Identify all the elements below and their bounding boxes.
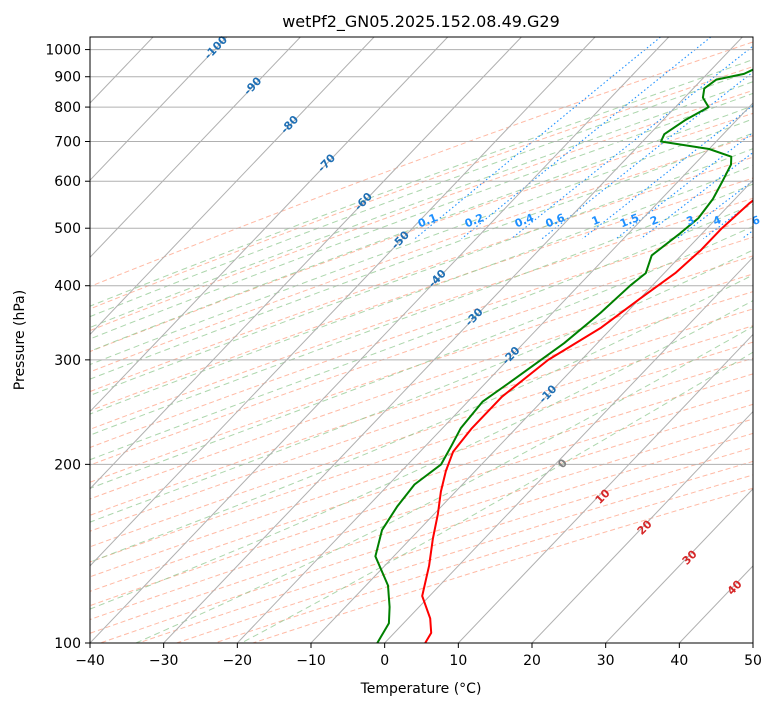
dry-adiabat (90, 325, 753, 548)
mixing-ratio-label: 0.6 (544, 211, 567, 230)
isotherm-line (90, 37, 301, 259)
y-tick-label: 800 (54, 100, 81, 116)
series-layer (374, 68, 753, 643)
isotherm-line (0, 37, 6, 643)
dry-adiabat (90, 41, 753, 288)
moist-adiabat (90, 300, 753, 610)
isotherm-line (90, 37, 228, 181)
isotherm-line (605, 488, 753, 643)
dry-adiabat (90, 373, 753, 592)
moist-adiabat (90, 69, 753, 318)
x-tick-label: 20 (523, 653, 541, 669)
x-tick-label: 30 (597, 653, 615, 669)
y-axis-label: Pressure (hPa) (12, 290, 28, 390)
series-line-2 (374, 68, 753, 643)
dry-adiabat (90, 403, 753, 621)
isotherm-line (310, 179, 753, 643)
mixing-ratio-label: 4 (711, 213, 723, 228)
isotherm-line (90, 37, 449, 413)
x-tick-label: −40 (75, 653, 105, 669)
dry-adiabat (90, 89, 753, 332)
x-tick-label: −20 (223, 653, 253, 669)
x-tick-label: −10 (296, 653, 326, 669)
isotherm-line (531, 410, 753, 643)
isotherm-line (90, 37, 522, 490)
background-lines (90, 37, 775, 643)
dry-adiabat (90, 135, 753, 373)
moist-adiabat (90, 92, 753, 340)
grid (0, 37, 753, 643)
y-tick-label: 600 (54, 174, 81, 190)
isotherm-line (384, 256, 753, 643)
mixing-ratio-line (582, 104, 753, 240)
mixing-ratio-line (640, 151, 753, 240)
chart-title: wetPf2_GN05.2025.152.08.49.G29 (282, 12, 560, 32)
x-tick-label: 50 (744, 653, 762, 669)
plot-frame (89, 36, 754, 644)
isotherm-line (90, 37, 670, 643)
mixing-ratio-label: 1 (590, 213, 602, 228)
mixing-ratio-label: 2 (648, 213, 660, 228)
x-tick-label: 10 (449, 653, 467, 669)
isotherm-line (90, 37, 375, 336)
x-tick-label: 40 (670, 653, 688, 669)
dry-adiabat (90, 177, 753, 412)
y-tick-label: 700 (54, 134, 81, 150)
moist-adiabat (90, 203, 753, 461)
y-tick-label: 1000 (45, 43, 81, 59)
y-tick-label: 300 (54, 353, 81, 369)
moist-adiabat-label: 0 (555, 456, 570, 471)
moist-adiabat-label: 10 (593, 486, 613, 506)
mixing-ratio-label: 3 (684, 213, 696, 228)
dry-adiabat (90, 418, 753, 634)
x-axis: −40 −30 −20 −10 0 10 20 30 40 50 (75, 643, 762, 669)
y-tick-label: 400 (54, 279, 81, 295)
dry-adiabat (90, 341, 753, 563)
moist-adiabat (90, 274, 753, 563)
y-tick-label: 200 (54, 457, 81, 473)
isotherm-line (163, 37, 743, 643)
x-tick-label: −30 (149, 653, 179, 669)
x-axis-label: Temperature (°C) (360, 681, 482, 697)
moist-adiabat (90, 183, 753, 436)
mixing-ratio-line (541, 71, 753, 240)
mixing-ratio-label: 0.2 (463, 211, 486, 230)
isotherm-line (752, 642, 753, 643)
dry-adiabat (138, 447, 753, 643)
moist-adiabat-label: 30 (680, 547, 700, 567)
y-tick-label: 900 (54, 70, 81, 86)
mixing-ratio-line (511, 45, 753, 240)
mixing-ratio-label: 1.5 (618, 211, 641, 230)
dry-adiabat (90, 388, 753, 607)
mixing-ratio-line (771, 37, 775, 239)
y-tick-label: 100 (54, 636, 81, 652)
moist-adiabat (90, 148, 753, 397)
mixing-ratio-line (414, 37, 661, 240)
dry-adiabat (90, 357, 753, 578)
series-line-1 (421, 199, 753, 643)
isotherm-line (90, 37, 596, 567)
y-tick-label: 500 (54, 221, 81, 237)
mixing-ratio-label: 0.1 (416, 211, 439, 230)
moist-adiabat (241, 351, 753, 643)
mixing-ratio-label: 0.4 (513, 211, 536, 230)
moist-adiabat-label: 20 (635, 517, 655, 537)
mixing-ratio-label: 6 (750, 213, 762, 228)
isotherm-line (457, 333, 753, 643)
moist-adiabat-label: 40 (725, 577, 745, 597)
moist-adiabat (90, 59, 753, 307)
dry-adiabat (90, 66, 753, 310)
y-axis: 100 200 300 400 500 600 700 800 900 1000 (45, 43, 90, 652)
isotherm-line (236, 102, 753, 643)
x-tick-label: 0 (380, 653, 389, 669)
